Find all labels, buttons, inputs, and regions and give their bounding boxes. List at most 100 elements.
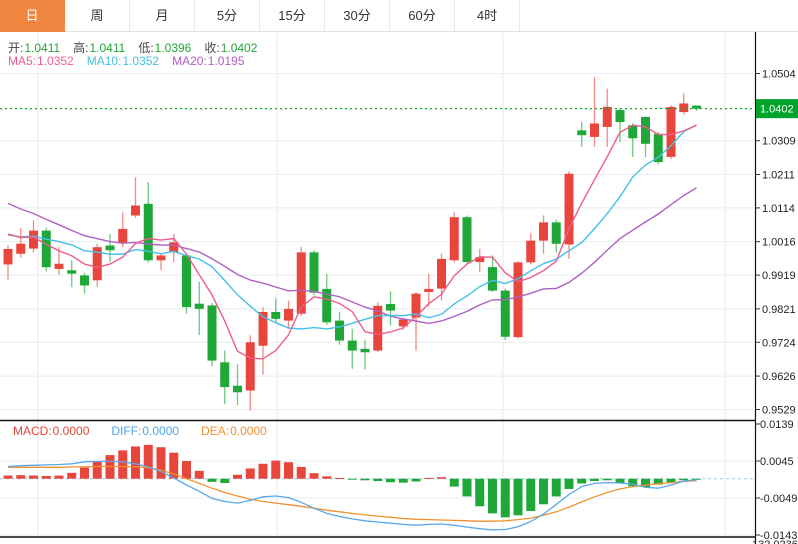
candle bbox=[475, 257, 485, 263]
macd-bar bbox=[577, 478, 587, 484]
ma5-line bbox=[7, 124, 697, 360]
candle bbox=[602, 106, 612, 127]
price-tick-label: 1.0211 bbox=[762, 169, 795, 181]
macd-bar bbox=[360, 478, 370, 481]
readout-label: DEA: bbox=[201, 424, 230, 438]
candle bbox=[513, 262, 523, 338]
macd-bar bbox=[526, 478, 536, 511]
last-price-badge-text: 1.0402 bbox=[760, 104, 794, 116]
macd-bar bbox=[347, 478, 357, 480]
candle bbox=[551, 222, 561, 244]
clipped-bottom-axis-label: 132.0236 bbox=[752, 539, 798, 544]
ma-legend: MA5:1.0352 MA10:1.0352 MA20:1.0195 bbox=[8, 54, 258, 68]
macd-bar bbox=[679, 478, 689, 481]
candle bbox=[296, 252, 306, 314]
macd-tick-label: -0.0049 bbox=[760, 493, 797, 505]
candle bbox=[271, 311, 281, 319]
readout-value: 1.0195 bbox=[207, 54, 245, 68]
candle bbox=[500, 290, 510, 337]
macd-tick-label: 0.0045 bbox=[760, 456, 794, 468]
readout-value: 1.0396 bbox=[154, 41, 192, 55]
readout-value: 0.0000 bbox=[52, 424, 90, 438]
macd-bar bbox=[653, 478, 663, 485]
macd-bar bbox=[641, 478, 650, 487]
readout-label: MA20: bbox=[172, 54, 207, 68]
macd-tick-label: -0.0143 bbox=[760, 530, 797, 542]
price-tick-label: 1.0504 bbox=[762, 69, 796, 81]
candle bbox=[131, 205, 140, 216]
price-tick-label: 0.9724 bbox=[762, 337, 796, 349]
candle bbox=[245, 342, 255, 391]
macd-bar bbox=[309, 473, 319, 479]
candle bbox=[143, 203, 153, 261]
readout-label: MA5: bbox=[8, 54, 37, 68]
candle bbox=[29, 230, 38, 249]
candle bbox=[449, 217, 459, 261]
readout-item: MA10:1.0352 bbox=[87, 54, 159, 68]
readout-item: MACD:0.0000 bbox=[13, 424, 89, 438]
candle bbox=[220, 362, 230, 388]
readout-item: DEA:0.0000 bbox=[201, 424, 267, 438]
candle bbox=[590, 123, 599, 137]
macd-bar bbox=[16, 475, 26, 479]
macd-bar bbox=[118, 450, 128, 479]
macd-bar bbox=[284, 462, 293, 479]
price-tick-label: 0.9919 bbox=[762, 270, 796, 282]
dea-line bbox=[8, 465, 697, 522]
candle bbox=[539, 222, 548, 241]
macd-bar bbox=[258, 463, 268, 479]
readout-item: MA5:1.0352 bbox=[8, 54, 74, 68]
macd-bar bbox=[564, 478, 574, 489]
tab-周[interactable]: 周 bbox=[65, 0, 130, 31]
macd-bar bbox=[539, 478, 548, 505]
macd-bar bbox=[411, 478, 421, 482]
macd-bar bbox=[475, 478, 485, 507]
macd-readout: MACD:0.0000 DIFF: 0.0000 DEA:0.0000 bbox=[13, 424, 289, 438]
panel-borders bbox=[0, 32, 757, 544]
candle bbox=[411, 293, 421, 318]
macd-bar bbox=[169, 452, 179, 479]
candle bbox=[335, 320, 344, 341]
macd-bar bbox=[449, 478, 459, 487]
tab-5分[interactable]: 5分 bbox=[195, 0, 260, 31]
macd-bar bbox=[424, 477, 434, 479]
macd-bar bbox=[182, 461, 191, 479]
macd-bar bbox=[615, 478, 625, 484]
readout-item: 收:1.0402 bbox=[204, 39, 257, 56]
tab-30分[interactable]: 30分 bbox=[325, 0, 390, 31]
tab-4时[interactable]: 4时 bbox=[455, 0, 520, 31]
macd-bar bbox=[666, 478, 676, 483]
candle bbox=[16, 243, 26, 254]
candle bbox=[615, 110, 625, 123]
ma-lines bbox=[7, 124, 697, 360]
ma20-line bbox=[7, 187, 697, 325]
tab-15分[interactable]: 15分 bbox=[260, 0, 325, 31]
candle bbox=[207, 305, 217, 361]
readout-label: DIFF: bbox=[111, 424, 142, 438]
tab-日[interactable]: 日 bbox=[0, 0, 65, 32]
price-tick-label: 1.0016 bbox=[762, 237, 796, 249]
candle bbox=[386, 304, 395, 311]
readout-item: 高:1.0411 bbox=[73, 39, 125, 56]
timeframe-tabbar: 日周月 5分 15分 30分 60分 4时 bbox=[0, 0, 798, 32]
candle bbox=[462, 217, 472, 263]
readout-label: MA10: bbox=[86, 54, 122, 68]
last-price-badge bbox=[756, 99, 798, 119]
tab-60分[interactable]: 60分 bbox=[390, 0, 455, 31]
macd-bar bbox=[3, 475, 13, 479]
ma10-line bbox=[7, 124, 697, 330]
candle bbox=[488, 267, 497, 291]
macd-bar bbox=[131, 446, 140, 479]
macd-tick-label: 0.0139 bbox=[760, 419, 794, 431]
tab-月[interactable]: 月 bbox=[130, 0, 195, 31]
macd-bar bbox=[386, 478, 395, 483]
macd-layer bbox=[3, 444, 701, 531]
candle bbox=[92, 247, 102, 281]
price-tick-label: 1.0309 bbox=[762, 136, 796, 148]
macd-bar bbox=[207, 478, 217, 482]
candle bbox=[577, 130, 587, 136]
candle bbox=[692, 105, 701, 109]
candle bbox=[118, 228, 128, 243]
